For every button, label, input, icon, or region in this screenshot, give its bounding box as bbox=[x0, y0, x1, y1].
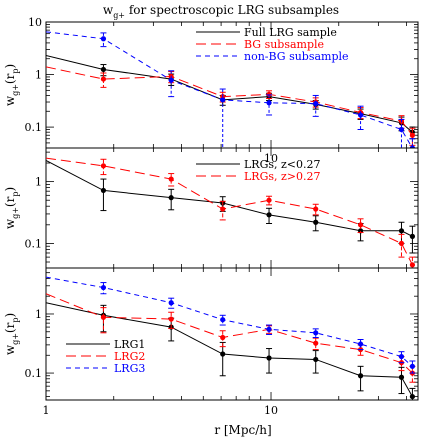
series-line-1 bbox=[46, 160, 413, 237]
data-point bbox=[168, 176, 174, 182]
data-point bbox=[409, 233, 416, 239]
panel-annotation: 10 bbox=[264, 152, 278, 165]
data-point bbox=[357, 222, 364, 228]
data-point bbox=[220, 97, 226, 103]
figure-title: wg+ for spectroscopic LRG subsamples bbox=[103, 3, 339, 20]
data-point bbox=[398, 126, 405, 133]
data-point bbox=[100, 163, 107, 169]
plot-area bbox=[46, 157, 416, 268]
legend-label: LRG3 bbox=[114, 362, 145, 375]
data-point bbox=[357, 373, 364, 379]
data-point bbox=[398, 374, 405, 380]
data-point bbox=[409, 262, 416, 268]
legend-label: LRGs, z>0.27 bbox=[244, 170, 321, 183]
series-line-3 bbox=[46, 276, 413, 367]
legend-label: BG subsample bbox=[244, 38, 324, 51]
data-point bbox=[168, 77, 174, 83]
legend-label: LRG1 bbox=[114, 338, 145, 351]
data-point bbox=[266, 100, 272, 106]
data-point bbox=[357, 341, 364, 347]
x-tick-label: 1 bbox=[43, 404, 50, 417]
data-point bbox=[266, 355, 272, 361]
y-tick-label: 1 bbox=[35, 308, 42, 321]
y-tick-label: 0.1 bbox=[25, 237, 43, 250]
data-point bbox=[357, 112, 364, 118]
data-point bbox=[100, 76, 107, 82]
y-tick-label: 1 bbox=[35, 69, 42, 82]
legend-label: LRG2 bbox=[114, 350, 145, 363]
data-point bbox=[313, 356, 319, 363]
data-point bbox=[398, 353, 405, 360]
data-point bbox=[409, 132, 416, 138]
y-axis-label: wg+(rp) bbox=[3, 64, 20, 106]
series-line-3 bbox=[46, 31, 413, 148]
y-tick-label: 1 bbox=[35, 176, 42, 189]
data-point bbox=[313, 330, 319, 336]
series-line-1 bbox=[46, 55, 413, 133]
data-point bbox=[409, 363, 416, 369]
plot-area bbox=[46, 276, 416, 400]
data-point bbox=[398, 228, 405, 234]
y-tick-label: 0.1 bbox=[25, 367, 43, 380]
data-point bbox=[409, 393, 416, 400]
data-point bbox=[220, 334, 226, 341]
data-point bbox=[266, 197, 272, 203]
data-point bbox=[220, 206, 226, 212]
y-tick-label: 0.1 bbox=[25, 121, 43, 134]
data-point bbox=[100, 284, 107, 291]
data-point bbox=[168, 300, 174, 306]
series-line-2 bbox=[46, 66, 413, 136]
data-point bbox=[313, 219, 319, 225]
data-point bbox=[168, 316, 174, 322]
data-point bbox=[266, 326, 272, 332]
x-tick-label: 10 bbox=[264, 404, 278, 417]
data-point bbox=[398, 240, 405, 247]
data-point bbox=[168, 195, 174, 201]
data-point bbox=[220, 351, 226, 357]
data-point bbox=[313, 100, 319, 107]
legend-label: LRGs, z<0.27 bbox=[244, 158, 321, 171]
data-point bbox=[313, 206, 319, 212]
y-tick-label: 10 bbox=[28, 16, 42, 29]
plot-frame bbox=[45, 267, 419, 401]
data-point bbox=[100, 36, 107, 42]
data-point bbox=[313, 340, 319, 346]
y-axis-label: wg+(rp) bbox=[3, 313, 20, 355]
data-point bbox=[220, 317, 226, 323]
data-point bbox=[100, 66, 107, 73]
data-point bbox=[266, 91, 272, 97]
legend-label: Full LRG sample bbox=[244, 26, 337, 39]
data-point bbox=[100, 187, 107, 194]
plot-area bbox=[46, 31, 416, 148]
x-axis-label: r [Mpc/h] bbox=[214, 423, 271, 437]
legend-label: non-BG subsample bbox=[244, 50, 349, 63]
data-point bbox=[266, 212, 272, 218]
data-point bbox=[100, 314, 107, 320]
y-axis-label: wg+(rp) bbox=[3, 187, 20, 229]
data-point bbox=[409, 145, 416, 148]
